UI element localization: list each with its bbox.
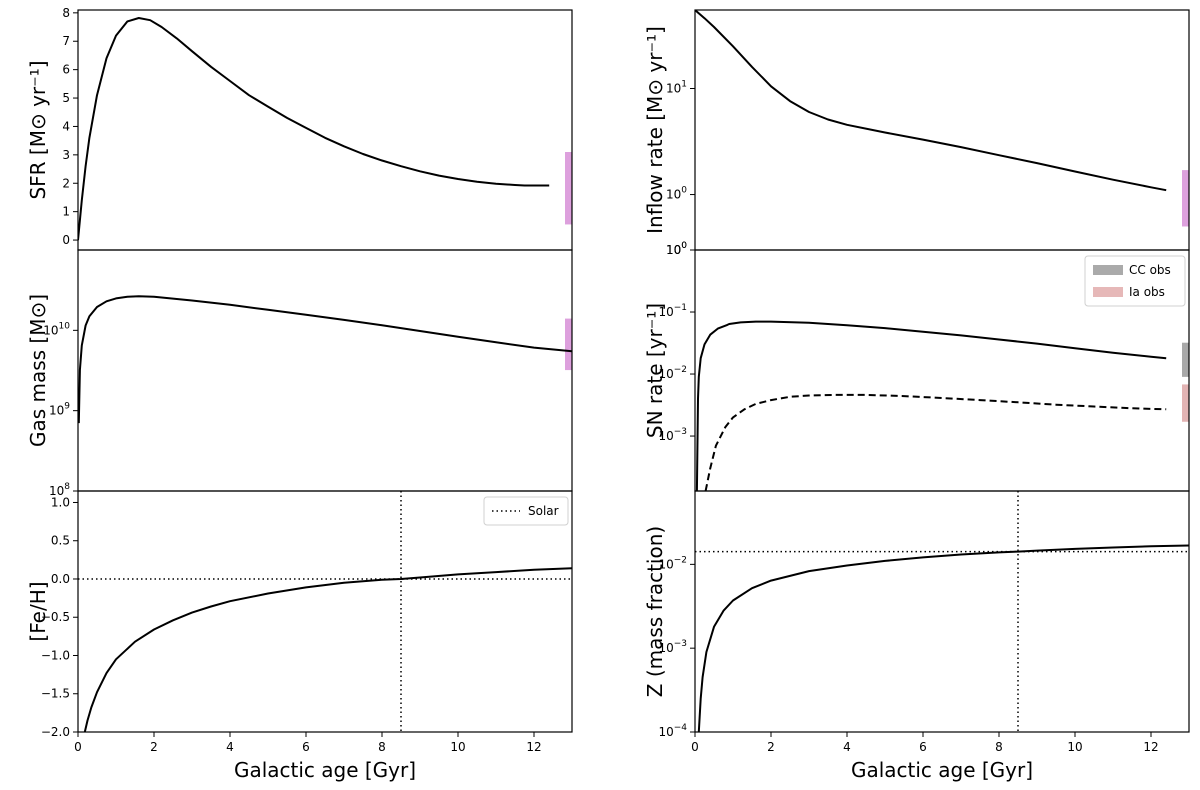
y-tick-label-feh-2: 0.0 [51, 572, 70, 586]
y-tick-label-sfr-4: 4 [62, 119, 70, 133]
plot-area-gasmass [78, 295, 572, 424]
plot-area-feh [78, 491, 572, 732]
y-axis-label-gasmass: Gas mass [M⊙] [26, 294, 50, 447]
y-tick-label-feh-1: 0.5 [51, 534, 70, 548]
x-tick-label-z-1: 2 [767, 740, 775, 754]
x-tick-label-feh-0: 0 [74, 740, 82, 754]
x-tick-label-z-6: 12 [1143, 740, 1158, 754]
legend-swatch-snrate-1 [1093, 287, 1123, 297]
x-tick-label-z-5: 10 [1067, 740, 1082, 754]
legend-box-feh [483, 496, 569, 526]
y-tick-label-snrate-1: 10−1 [658, 303, 687, 319]
axes-frame-feh [77, 490, 573, 733]
x-tick-label-feh-6: 12 [526, 740, 541, 754]
x-tick-label-z-3: 6 [919, 740, 927, 754]
y-axis-label-inflow: Inflow rate [M⊙ yr⁻¹] [643, 26, 667, 234]
y-tick-label-z-2: 10−4 [658, 723, 687, 739]
series-line-z-0 [697, 544, 1189, 732]
legend-label-snrate-0: CC obs [1129, 263, 1171, 277]
legend-swatch-snrate-0 [1093, 265, 1123, 275]
y-axis-label-sfr: SFR [M⊙ yr⁻¹] [26, 60, 50, 199]
y-tick-label-snrate-2: 10−2 [658, 365, 687, 381]
obs-band-snrate-1 [1182, 384, 1189, 422]
y-tick-label-feh-3: −0.5 [41, 610, 70, 624]
y-axis-label-feh: [Fe/H] [26, 581, 50, 641]
y-tick-label-feh-4: −1.0 [41, 648, 70, 662]
y-tick-label-inflow-2: 100 [666, 241, 687, 257]
obs-band-gasmass-0 [565, 318, 572, 371]
y-tick-label-gasmass-1: 109 [49, 402, 70, 418]
x-tick-label-z-4: 8 [995, 740, 1003, 754]
y-tick-label-sfr-0: 0 [62, 233, 70, 247]
panel-snrate: 100 10−1 10−2 10−3SN rate [yr⁻¹] CC obs Ia ob… [643, 241, 1190, 492]
axes-frame-gasmass [77, 249, 573, 492]
series-line-gasmass-0 [78, 295, 572, 424]
obs-band-snrate-0 [1182, 342, 1189, 377]
y-tick-label-inflow-0: 101 [666, 80, 687, 96]
y-tick-label-feh-0: 1.0 [51, 495, 70, 509]
series-line-feh-0 [83, 567, 572, 732]
y-tick-label-feh-5: −1.5 [41, 687, 70, 701]
panel-feh: 1.0 0.5 0.0 −0.5 −1.0 −1.5 −2.0 0 2 4 6 8 10 12 [Fe/H]… [26, 490, 573, 754]
y-tick-label-snrate-0: 100 [666, 241, 687, 257]
legend-label-feh-0: Solar [528, 504, 559, 518]
axes-frame-sfr [77, 9, 573, 251]
series-line-snrate-0 [695, 320, 1167, 491]
y-tick-label-sfr-5: 5 [62, 91, 70, 105]
x-tick-label-feh-5: 10 [450, 740, 465, 754]
x-tick-label-feh-1: 2 [150, 740, 158, 754]
y-tick-label-feh-6: −2.0 [41, 725, 70, 739]
x-tick-label-feh-2: 4 [226, 740, 234, 754]
y-tick-label-sfr-2: 2 [62, 176, 70, 190]
y-tick-label-gasmass-0: 1010 [43, 321, 70, 337]
series-line-inflow-0 [695, 10, 1167, 192]
y-tick-label-sfr-7: 7 [62, 34, 70, 48]
plot-area-inflow [695, 10, 1189, 227]
x-axis-label-left: Galactic age [Gyr] [234, 758, 416, 782]
axes-frame-z [694, 490, 1190, 733]
plot-area-sfr [78, 17, 572, 241]
panel-sfr: 0 1 2 3 4 5 6 7 8 SFR [M⊙ yr⁻¹] [26, 6, 573, 251]
y-tick-label-z-1: 10−3 [658, 639, 687, 655]
series-line-sfr-0 [78, 17, 550, 241]
x-tick-label-feh-3: 6 [302, 740, 310, 754]
y-tick-label-snrate-3: 10−3 [658, 427, 687, 443]
obs-band-sfr-0 [565, 152, 572, 225]
y-tick-label-sfr-1: 1 [62, 205, 70, 219]
y-tick-label-z-0: 10−2 [658, 555, 687, 571]
legend-feh: Solar [483, 496, 569, 526]
y-tick-label-inflow-1: 100 [666, 186, 687, 202]
y-axis-label-snrate: SN rate [yr⁻¹] [643, 303, 667, 438]
x-axis-label-right: Galactic age [Gyr] [851, 758, 1033, 782]
obs-band-inflow-0 [1182, 170, 1189, 227]
y-tick-label-gasmass-2: 108 [49, 482, 70, 498]
plot-area-snrate [695, 320, 1189, 491]
y-tick-label-sfr-8: 8 [62, 6, 70, 20]
y-tick-label-sfr-6: 6 [62, 63, 70, 77]
axes-frame-inflow [694, 9, 1190, 251]
y-tick-label-sfr-3: 3 [62, 148, 70, 162]
plot-area-z [695, 491, 1189, 732]
x-tick-label-feh-4: 8 [378, 740, 386, 754]
x-tick-label-z-0: 0 [691, 740, 699, 754]
series-line-snrate-1 [704, 393, 1167, 491]
legend-label-snrate-1: Ia obs [1129, 285, 1165, 299]
panel-gasmass: 1010 109 108 Gas mass [M⊙] [26, 249, 573, 498]
x-tick-label-z-2: 4 [843, 740, 851, 754]
legend-snrate: CC obs Ia obs [1084, 255, 1186, 307]
panel-z: 10−2 10−3 10−4 0 2 4 6 8 10 12 Z (mass fraction) [643, 490, 1190, 754]
y-axis-label-z: Z (mass fraction) [643, 526, 667, 697]
